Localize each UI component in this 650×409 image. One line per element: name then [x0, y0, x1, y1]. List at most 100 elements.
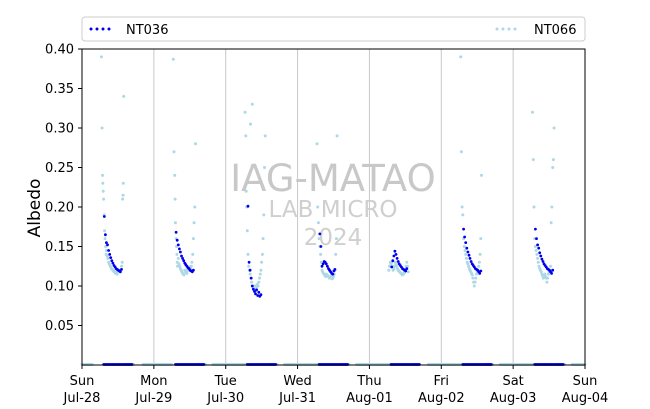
- point-nt066-49: [178, 264, 182, 268]
- point-nt066-44: [175, 252, 179, 256]
- point-nt066-66: [190, 260, 194, 264]
- point-nt066-171: [466, 262, 470, 266]
- point-nt066-192: [531, 158, 535, 162]
- x-tick-label-date-6: Aug-03: [490, 391, 537, 406]
- point-nt066-13: [106, 256, 110, 260]
- point-nt036-76: [405, 267, 409, 270]
- point-nt036-20: [178, 247, 181, 251]
- point-nt066-41: [173, 221, 177, 225]
- point-nt066-7: [103, 229, 107, 233]
- x-tick-label-day-4: Thu: [356, 374, 381, 389]
- x-tick-label-day-0: Sun: [70, 374, 95, 389]
- point-nt036-34: [246, 204, 250, 208]
- point-nt066-188: [478, 252, 482, 256]
- point-nt036-2: [105, 241, 108, 245]
- point-nt036-21: [179, 250, 182, 254]
- point-nt036-61: [333, 268, 337, 271]
- y-tick-label-5: 0.30: [45, 122, 74, 137]
- x-tick-label-day-2: Tue: [214, 374, 237, 389]
- point-nt066-164: [461, 213, 465, 217]
- point-nt036-68: [396, 260, 400, 263]
- point-nt036-6: [109, 256, 113, 259]
- point-nt066-191: [531, 110, 534, 114]
- legend: NT036 NT066: [81, 16, 586, 42]
- point-nt036-48: [319, 245, 323, 248]
- point-nt066-143: [394, 262, 398, 266]
- legend-label-nt036: NT036: [126, 23, 168, 38]
- point-nt066-182: [474, 276, 478, 280]
- legend-marker-nt066-3: [513, 27, 517, 31]
- point-nt066-211: [545, 280, 549, 284]
- point-nt036-63: [391, 259, 395, 263]
- point-nt066-186: [477, 264, 481, 268]
- point-nt036-5: [108, 253, 112, 256]
- point-nt036-0: [102, 215, 106, 218]
- point-nt066-34: [121, 193, 125, 197]
- y-axis: 0.05 0.10 0.15 0.20 0.25 0.30 0.35 0.40: [45, 43, 82, 334]
- point-nt066-166: [462, 245, 466, 248]
- point-nt066-131: [334, 237, 338, 241]
- point-nt036-40: [253, 290, 256, 293]
- point-nt036-75: [404, 269, 408, 273]
- point-nt036-96: [536, 243, 539, 247]
- point-nt066-93: [258, 276, 261, 280]
- point-nt036-54: [326, 264, 329, 268]
- x-tick-label-date-5: Aug-02: [418, 391, 465, 406]
- point-nt036-59: [331, 272, 335, 276]
- point-nt066-134: [388, 264, 391, 268]
- y-tick-label-0: 0.05: [45, 319, 74, 334]
- point-nt066-213: [546, 272, 550, 276]
- point-nt066-107: [317, 237, 321, 241]
- point-nt066-48: [177, 262, 181, 266]
- legend-marker-nt036-0: [89, 27, 93, 31]
- point-nt066-1: [100, 126, 104, 130]
- point-nt066-219: [551, 166, 555, 169]
- y-tick-label-6: 0.35: [45, 82, 74, 97]
- point-nt036-92: [478, 272, 482, 275]
- point-nt066-67: [191, 252, 195, 256]
- legend-entry-nt036: NT036: [89, 23, 168, 38]
- point-nt066-72: [243, 110, 247, 114]
- point-nt066-40: [173, 197, 177, 201]
- point-nt036-64: [392, 254, 396, 258]
- watermark-line3: 2024: [304, 225, 363, 251]
- point-nt066-132: [335, 134, 339, 138]
- point-nt066-193: [532, 205, 536, 209]
- point-nt066-161: [459, 55, 463, 59]
- point-nt036-82: [467, 253, 471, 257]
- point-nt066-36: [120, 260, 124, 264]
- point-nt036-101: [541, 260, 545, 263]
- point-nt066-163: [460, 205, 464, 209]
- legend-marker-nt066-2: [507, 27, 511, 31]
- point-nt036-50: [321, 262, 325, 266]
- point-nt066-187: [477, 260, 481, 264]
- point-nt036-23: [181, 257, 185, 260]
- point-nt036-78: [463, 235, 466, 239]
- legend-marker-nt036-1: [95, 27, 99, 31]
- point-nt066-96: [260, 260, 264, 264]
- point-nt066-189: [479, 237, 483, 241]
- point-nt066-172: [467, 264, 471, 268]
- point-nt066-200: [537, 264, 541, 268]
- point-nt066-55: [182, 273, 186, 277]
- point-nt036-77: [462, 227, 465, 231]
- point-nt036-24: [182, 259, 186, 263]
- legend-marker-nt036-3: [107, 27, 111, 31]
- point-nt036-3: [106, 243, 109, 247]
- point-nt066-2: [101, 173, 104, 177]
- point-nt036-8: [111, 261, 115, 265]
- x-tick-label-date-4: Aug-01: [346, 391, 393, 406]
- point-nt036-100: [540, 257, 544, 261]
- point-nt066-4: [101, 189, 105, 193]
- point-nt066-91: [256, 284, 260, 288]
- point-nt066-109: [319, 252, 323, 256]
- point-nt036-16: [120, 268, 123, 271]
- point-nt066-98: [261, 237, 265, 241]
- point-nt066-178: [471, 276, 475, 280]
- point-nt066-221: [552, 126, 556, 130]
- point-nt066-195: [533, 245, 537, 248]
- point-nt036-98: [538, 251, 542, 255]
- point-nt066-59: [185, 271, 189, 275]
